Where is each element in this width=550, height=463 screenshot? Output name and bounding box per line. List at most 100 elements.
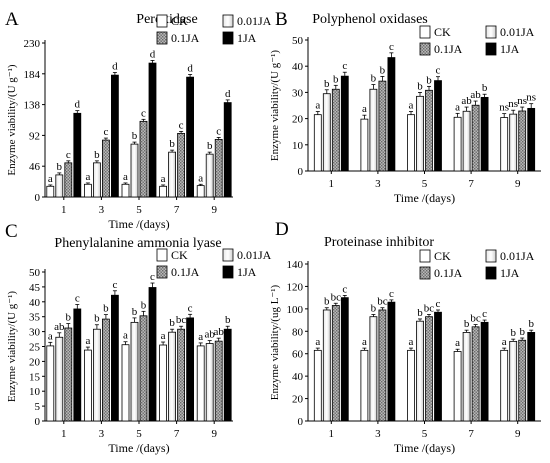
chart-title: Phenylalanine ammonia lyase [54,236,221,251]
significance-label: b [141,299,147,311]
x-tick-label: 7 [468,428,474,440]
y-tick-label: 15 [29,371,41,383]
bar [378,309,387,422]
significance-label: a [315,336,320,348]
bar [453,116,462,172]
y-tick-label: 20 [292,394,304,406]
bar [93,328,101,422]
bar [518,110,527,172]
legend-swatch [485,266,497,280]
y-tick-label: 230 [24,38,41,50]
significance-label: c [188,302,193,314]
significance-label: c [342,283,347,295]
bar [407,349,415,422]
significance-label: b [169,138,175,150]
significance-label: c [141,107,146,119]
significance-label: b [482,82,488,94]
legend-label: 1JA [500,266,520,280]
legend-label: CK [434,249,451,263]
x-tick-label: 7 [468,178,474,190]
x-tick-label: 7 [174,204,180,216]
legend-swatch [222,265,234,279]
bar [84,349,92,422]
y-axis-label: Enzyme viability/(ug L⁻¹) [269,284,281,400]
significance-label: b [66,312,72,324]
significance-label: d [112,60,118,72]
bar [331,305,340,422]
bar [369,88,378,172]
significance-label: ns [526,92,536,104]
y-tick-label: 46 [29,161,41,173]
legend: CK 0.01JA 0.1JA 1JA [156,14,272,45]
y-tick-label: 50 [29,267,41,279]
significance-label: a [362,103,367,115]
x-tick-label: 7 [174,428,180,440]
y-tick-label: 30 [292,87,304,99]
legend-swatch [485,249,497,263]
y-tick-label: 40 [292,61,304,73]
bar [196,345,205,422]
significance-label: c [150,271,155,283]
y-tick-label: 138 [24,100,41,112]
significance-label: b [380,64,386,76]
x-tick-label: 3 [99,428,105,440]
bar [480,96,489,172]
significance-label: ab [461,95,472,107]
bar [387,301,396,422]
x-tick-label: 1 [329,178,335,190]
legend-label: 1JA [237,31,257,45]
legend-label: CK [171,14,188,28]
legend-swatch [222,14,234,28]
significance-label: b [333,73,339,85]
bar [121,344,130,422]
bar [111,294,119,422]
significance-label: c [179,119,184,131]
bar [434,80,442,172]
significance-label: bc [470,313,481,325]
legend-label: 0.01JA [237,248,272,262]
y-tick-label: 92 [29,130,40,142]
bar [205,343,214,422]
legend-label: CK [171,248,188,262]
legend: CK 0.01JA 0.1JA 1JA [419,25,535,56]
y-tick-label: 0 [298,416,304,428]
x-tick-label: 3 [375,178,381,190]
legend-label: 1JA [500,42,520,56]
legend-label: 0.1JA [171,265,200,279]
x-tick-label: 3 [99,204,105,216]
bar [480,321,489,422]
bar [509,113,518,172]
significance-label: b [464,318,470,330]
bar [159,185,168,198]
bar [168,151,177,198]
significance-label: b [132,306,138,318]
bar [64,162,73,198]
significance-label: d [187,62,193,74]
significance-label: b [371,73,377,85]
y-tick-label: 0 [298,166,304,178]
legend-label: 1JA [237,265,257,279]
bar [322,309,331,422]
significance-label: c [482,308,487,320]
legend-swatch [156,14,168,28]
bar [360,349,369,422]
bar [313,349,322,422]
significance-label: bc [424,302,435,314]
y-tick-label: 0 [35,192,41,204]
significance-label: c [66,149,71,161]
y-tick-label: 120 [287,281,304,293]
y-tick-label: 5 [35,401,41,413]
bar [527,107,536,172]
bar [407,114,415,172]
bar [331,88,340,172]
legend-label: 0.01JA [500,249,535,263]
legend-swatch [419,42,431,56]
chart-panel-b: B Polyphenol oxidases 0 10 20 30 40 50 Enzyme vi… [269,9,541,205]
y-tick-label: 140 [287,259,304,271]
bar [360,118,369,172]
significance-label: c [342,60,347,72]
bar [527,332,536,422]
bar [64,327,73,422]
bar [416,320,424,422]
legend-label: 0.1JA [434,42,463,56]
